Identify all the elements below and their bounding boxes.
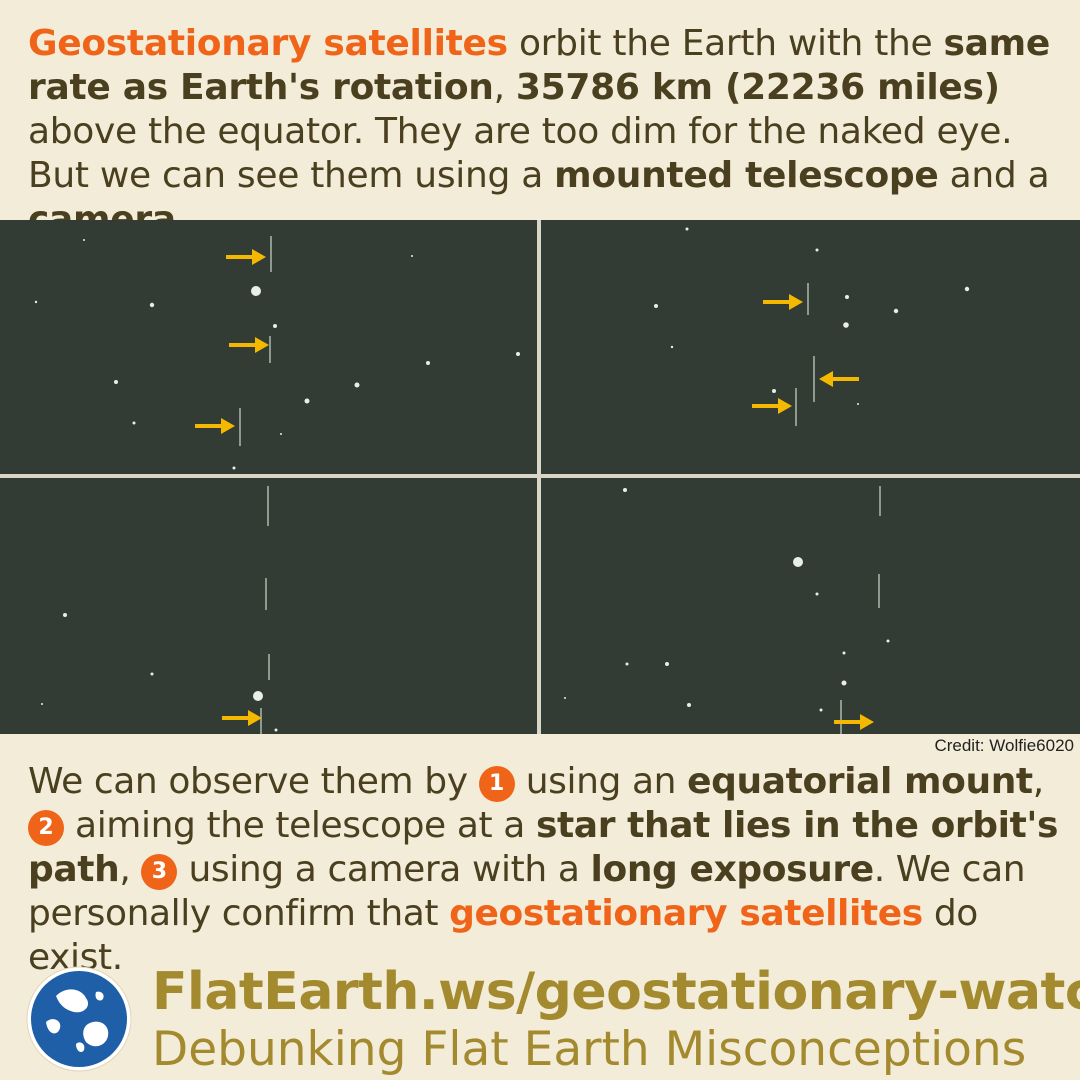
star [149, 302, 155, 308]
intro-text-part: , [493, 67, 516, 108]
star [232, 466, 236, 470]
night-sky-photo [654, 227, 970, 426]
star [964, 286, 970, 292]
star [815, 248, 819, 252]
step-badge-1: 1 [478, 766, 515, 802]
star [857, 403, 859, 405]
star [63, 613, 67, 617]
intro-text: Geostationary satellites orbit the Earth… [28, 22, 1058, 242]
arrow-icon [229, 337, 269, 353]
outro-text-part: using a camera with a [177, 849, 591, 890]
star [845, 295, 849, 299]
star [625, 662, 629, 666]
night-sky-photo [34, 236, 520, 470]
outro-text-part: . We can personally confirm that [28, 849, 1026, 934]
intro-highlight-geostationary: Geostationary satellites [28, 23, 508, 64]
star [253, 691, 263, 701]
star [685, 227, 689, 231]
outro-highlight-star: star that lies in the orbit's path [28, 805, 1059, 890]
step-badge-3: 3 [141, 854, 178, 890]
star [411, 255, 413, 257]
star [623, 488, 627, 492]
photo-panel-bottom-right [541, 478, 1080, 734]
star [564, 697, 566, 699]
intro-highlight-same-rate: same rate as Earth's rotation [28, 23, 1050, 108]
arrow-icon [752, 398, 792, 414]
arrow-icon [834, 714, 874, 730]
star [893, 308, 899, 314]
night-sky-photo [41, 486, 278, 734]
outro-highlight-exposure: long exposure [590, 849, 875, 890]
outro-text-part: aiming the telescope at a [64, 805, 536, 846]
intro-text-part: above the equator. They are too dim for … [28, 111, 1013, 196]
star [665, 662, 669, 666]
outro-text: We can observe them by 1 using an equato… [28, 760, 1068, 980]
outro-text-part: We can observe them by [28, 761, 479, 802]
star [83, 239, 85, 241]
intro-text-part: . [176, 199, 187, 240]
site-tagline: Debunking Flat Earth Misconceptions [152, 1022, 1027, 1077]
star [132, 421, 136, 425]
photo-panel-top-left [0, 220, 537, 474]
star [793, 557, 803, 567]
arrow-icon [195, 418, 235, 434]
star [426, 361, 430, 365]
star [815, 592, 819, 596]
star [274, 728, 278, 732]
outro-text-part: using an [514, 761, 688, 802]
star [670, 345, 674, 349]
arrow-icon [763, 294, 803, 310]
intro-text-part: orbit the Earth with the [507, 23, 944, 64]
intro-highlight-telescope: mounted telescope [554, 155, 939, 196]
night-sky-photo [564, 486, 890, 734]
photo-panel-bottom-left [0, 478, 537, 734]
arrow-icon [226, 249, 266, 265]
star [251, 286, 261, 296]
star [354, 382, 360, 388]
star [841, 680, 847, 686]
telescope-photo-grid [0, 220, 1080, 734]
intro-highlight-altitude: 35786 km (22236 miles) [515, 67, 1000, 108]
arrow-icon [222, 710, 262, 726]
site-url[interactable]: FlatEarth.ws/geostationary-watch [152, 962, 1080, 1022]
earth-globe-icon [26, 966, 132, 1072]
outro-highlight-mount: equatorial mount [687, 761, 1033, 802]
photo-panel-top-right [541, 220, 1080, 474]
outro-text-part: , [119, 849, 142, 890]
star [34, 300, 38, 304]
step-badge-2: 2 [28, 810, 64, 846]
star [654, 304, 658, 308]
star [114, 380, 118, 384]
arrow-icon [819, 371, 859, 387]
star [843, 322, 849, 328]
star [772, 389, 776, 393]
star [516, 352, 520, 356]
star [304, 398, 310, 404]
star [819, 708, 823, 712]
intro-text-part: and a [938, 155, 1050, 196]
star [280, 433, 282, 435]
star [886, 639, 890, 643]
outro-highlight-geostationary: geostationary satellites [449, 893, 923, 934]
outro-text-part: , [1032, 761, 1044, 802]
star [842, 651, 846, 655]
star [273, 324, 277, 328]
star [687, 703, 691, 707]
photo-credit: Credit: Wolfie6020 [934, 736, 1074, 755]
star [41, 703, 43, 705]
star [150, 672, 154, 676]
